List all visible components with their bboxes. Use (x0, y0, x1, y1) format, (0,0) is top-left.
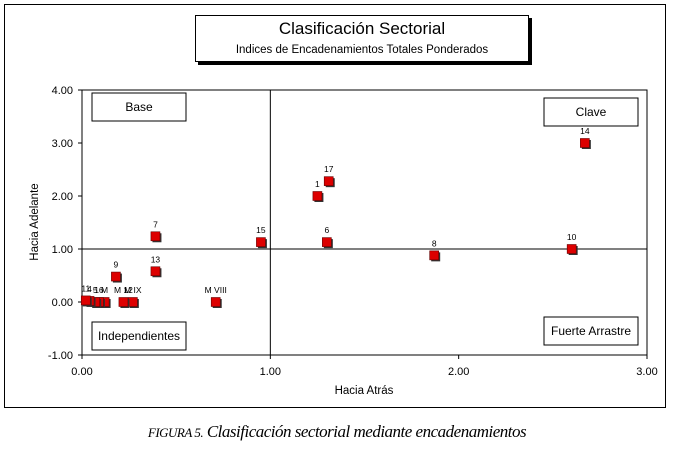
x-axis-title: Hacia Atrás (335, 385, 394, 397)
quadrant-label-bottom-right: Fuerte Arrastre (551, 324, 631, 338)
quadrant-label-top-right: Clave (576, 105, 607, 119)
data-point (118, 297, 129, 307)
chart-subtitle: Indices de Encadenamientos Totales Ponde… (235, 44, 489, 56)
x-tick-label: 3.00 (636, 366, 657, 378)
figure-caption: FIGURA 5. Clasificación sectorial median… (0, 422, 674, 442)
data-point (323, 176, 334, 186)
data-point-label: 6 (324, 225, 329, 235)
data-point (312, 191, 323, 201)
chart-title: Clasificación Sectorial (278, 19, 446, 38)
data-point-label: 15 (256, 225, 266, 235)
data-point (429, 250, 439, 261)
chart-canvas: 0.00 1.00 2.00 3.00 4.00 3.00 2.00 1.00 0.00 -1.0… (29, 85, 658, 397)
y-tick-label: 4.00 (52, 85, 73, 97)
y-tick-label: 2.00 (52, 191, 73, 203)
figure-caption-label: FIGURA 5. (147, 425, 204, 440)
chart-title-box: Clasificación Sectorial Indices de Encad… (195, 15, 529, 62)
data-point (256, 237, 266, 247)
data-point-label: 8 (432, 238, 437, 248)
data-point (128, 297, 138, 307)
data-point-label: 5 (93, 285, 98, 295)
data-point-label: 7 (153, 219, 158, 229)
data-point (80, 295, 91, 306)
data-point-label: M 12 (114, 285, 133, 295)
figure-caption-text: Clasificación sectorial mediante encaden… (206, 422, 527, 441)
data-point (210, 297, 221, 307)
data-point-label: 4 (87, 284, 92, 294)
data-point-label: 9 (114, 260, 119, 270)
data-point (580, 138, 590, 148)
data-point-label: M VIII (205, 285, 227, 295)
data-point-label: M (101, 285, 108, 295)
reference-lines (82, 90, 647, 355)
data-point (150, 266, 161, 277)
data-point-label: M IX (124, 285, 142, 295)
x-tick-label: 1.00 (260, 366, 281, 378)
data-point-label: 10 (567, 232, 577, 242)
data-point-label: 16 (94, 285, 104, 295)
data-point (111, 271, 121, 282)
quadrant-box-bottom-left (91, 321, 187, 351)
y-tick-label: 1.00 (52, 244, 73, 256)
data-point (150, 231, 161, 242)
data-point (566, 244, 577, 254)
quadrant-box-top-right (543, 97, 639, 127)
axis-ticks: 0.00 1.00 2.00 3.00 4.00 3.00 2.00 1.00 0.00 -1.0… (48, 85, 658, 378)
quadrant-box-bottom-right (543, 316, 639, 346)
y-axis-title: Hacia Adelante (29, 183, 41, 260)
y-tick-label: 0.00 (52, 297, 73, 309)
x-tick-label: 0.00 (71, 366, 92, 378)
plot-area (81, 89, 648, 356)
data-point-label: 1 (315, 179, 320, 189)
data-point-label: 13 (151, 254, 161, 264)
data-point-label: 14 (580, 126, 590, 136)
x-tick-label: 2.00 (448, 366, 469, 378)
data-point (322, 237, 332, 247)
quadrant-labels: Base Clave Independientes Fuerte Arrastre (91, 92, 639, 351)
quadrant-label-bottom-left: Independientes (98, 329, 180, 343)
quadrant-label-top-left: Base (125, 100, 153, 114)
quadrant-box-top-left (91, 92, 187, 122)
data-point-label: 11 (81, 283, 90, 293)
y-tick-label: 3.00 (52, 138, 73, 150)
y-tick-label: -1.00 (48, 350, 73, 362)
data-point-label: 17 (324, 164, 334, 174)
